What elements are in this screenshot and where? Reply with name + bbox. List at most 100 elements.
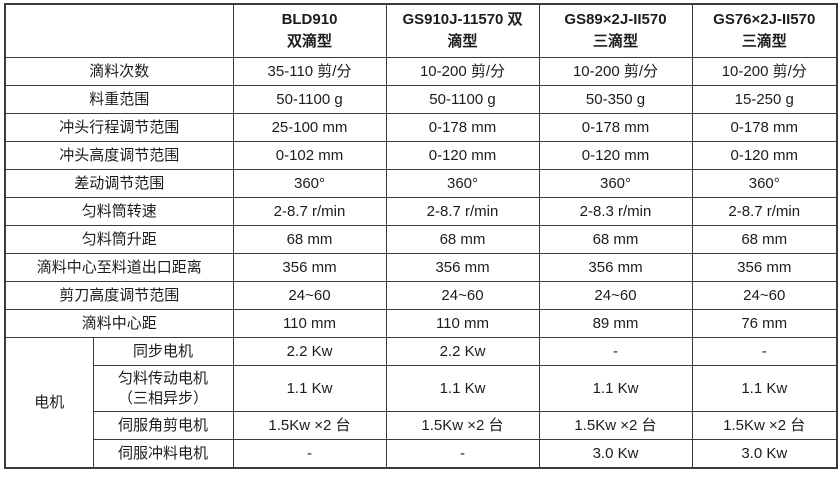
spec-cell: 68 mm: [385, 225, 540, 254]
model-name: BLD910: [281, 11, 338, 29]
spec-cell: 15-250 g: [691, 85, 838, 114]
row-label: 剪刀高度调节范围: [4, 281, 234, 310]
model-type: 双滴型: [286, 33, 332, 50]
spec-cell: 1.1 Kw: [538, 365, 693, 412]
spec-cell: 360°: [691, 169, 838, 198]
spec-cell: 1.5Kw ×2 台: [385, 411, 540, 440]
model-type: 三滴型: [741, 33, 787, 50]
spec-cell: 360°: [538, 169, 693, 198]
row-label: 滴料中心至料道出口距离: [4, 253, 234, 282]
row-label: 伺服冲料电机: [92, 439, 234, 468]
spec-cell: 2.2 Kw: [232, 337, 387, 366]
spec-cell: -: [538, 337, 693, 366]
machine-spec-table: BLD910 双滴型 GS910J-11570 双 滴型 GS89×2J-II5…: [4, 3, 838, 469]
spec-cell: 10-200 剪/分: [385, 57, 540, 86]
table-row-motor: 匀料传动电机 （三相异步） 1.1 Kw 1.1 Kw 1.1 Kw 1.1 K…: [5, 365, 838, 412]
spec-cell: -: [385, 439, 540, 468]
row-label: 伺服角剪电机: [92, 411, 234, 440]
spec-cell: 0-120 mm: [691, 141, 838, 170]
spec-cell: 24~60: [232, 281, 387, 310]
table-row: 料重范围 50-1100 g 50-1100 g 50-350 g 15-250…: [4, 85, 838, 114]
spec-cell: -: [232, 439, 387, 468]
table-row: 剪刀高度调节范围 24~60 24~60 24~60 24~60: [4, 281, 838, 310]
spec-cell: 2-8.7 r/min: [232, 197, 387, 226]
spec-cell: 360°: [232, 169, 387, 198]
table-row-motor: 伺服冲料电机 - - 3.0 Kw 3.0 Kw: [5, 439, 838, 468]
table-row-motor: 伺服角剪电机 1.5Kw ×2 台 1.5Kw ×2 台 1.5Kw ×2 台 …: [5, 411, 838, 440]
spec-cell: 68 mm: [538, 225, 693, 254]
spec-cell: 2-8.3 r/min: [538, 197, 693, 226]
spec-cell: 10-200 剪/分: [538, 57, 693, 86]
row-label: 滴料中心距: [4, 309, 234, 338]
row-label: 冲头行程调节范围: [4, 113, 234, 142]
spec-cell: 68 mm: [232, 225, 387, 254]
spec-cell: -: [691, 337, 838, 366]
row-label-line1: 匀料传动电机: [117, 370, 208, 387]
motor-group-label: 电机: [4, 337, 94, 468]
table-row: 滴料中心至料道出口距离 356 mm 356 mm 356 mm 356 mm: [4, 253, 838, 282]
model-type: 三滴型: [592, 33, 638, 50]
spec-cell: 68 mm: [691, 225, 838, 254]
spec-cell: 35-110 剪/分: [232, 57, 387, 86]
table-row: 匀料筒升距 68 mm 68 mm 68 mm 68 mm: [4, 225, 838, 254]
spec-cell: 50-350 g: [538, 85, 693, 114]
spec-cell: 0-102 mm: [232, 141, 387, 170]
table-row: 滴料中心距 110 mm 110 mm 89 mm 76 mm: [4, 309, 838, 338]
model-name: GS910J-11570 双: [402, 11, 523, 29]
column-header-gs910j: GS910J-11570 双 滴型: [385, 3, 540, 58]
spec-cell: 356 mm: [385, 253, 540, 282]
spec-cell: 3.0 Kw: [691, 439, 838, 468]
spec-cell: 2-8.7 r/min: [691, 197, 838, 226]
row-label: 同步电机: [92, 337, 234, 366]
spec-cell: 1.5Kw ×2 台: [691, 411, 838, 440]
spec-cell: 24~60: [691, 281, 838, 310]
row-label: 差动调节范围: [4, 169, 234, 198]
spec-cell: 76 mm: [691, 309, 838, 338]
model-name: GS89×2J-II570: [564, 11, 667, 29]
table-row: 冲头高度调节范围 0-102 mm 0-120 mm 0-120 mm 0-12…: [4, 141, 838, 170]
spec-cell: 110 mm: [232, 309, 387, 338]
table-row-motor: 电机 同步电机 2.2 Kw 2.2 Kw - -: [4, 337, 838, 468]
column-header-bld910: BLD910 双滴型: [232, 3, 387, 58]
spec-cell: 50-1100 g: [385, 85, 540, 114]
header-row: BLD910 双滴型 GS910J-11570 双 滴型 GS89×2J-II5…: [4, 3, 838, 58]
spec-cell: 1.5Kw ×2 台: [538, 411, 693, 440]
spec-cell: 360°: [385, 169, 540, 198]
row-label: 匀料筒转速: [4, 197, 234, 226]
spec-cell: 0-120 mm: [385, 141, 540, 170]
table-row: 匀料筒转速 2-8.7 r/min 2-8.7 r/min 2-8.3 r/mi…: [4, 197, 838, 226]
spec-cell: 0-120 mm: [538, 141, 693, 170]
spec-table-container: BLD910 双滴型 GS910J-11570 双 滴型 GS89×2J-II5…: [4, 3, 838, 469]
spec-cell: 2-8.7 r/min: [385, 197, 540, 226]
row-label: 滴料次数: [4, 57, 234, 86]
spec-cell: 356 mm: [538, 253, 693, 282]
spec-cell: 356 mm: [232, 253, 387, 282]
corner-cell: [4, 3, 234, 58]
column-header-gs76: GS76×2J-II570 三滴型: [691, 3, 838, 58]
spec-cell: 25-100 mm: [232, 113, 387, 142]
spec-cell: 1.5Kw ×2 台: [232, 411, 387, 440]
row-label: 冲头高度调节范围: [4, 141, 234, 170]
spec-cell: 1.1 Kw: [385, 365, 540, 412]
row-label: 料重范围: [4, 85, 234, 114]
spec-cell: 10-200 剪/分: [691, 57, 838, 86]
spec-cell: 2.2 Kw: [385, 337, 540, 366]
model-name: GS76×2J-II570: [713, 11, 816, 29]
model-type: 滴型: [447, 33, 478, 50]
spec-cell: 0-178 mm: [691, 113, 838, 142]
spec-cell: 0-178 mm: [385, 113, 540, 142]
spec-cell: 24~60: [385, 281, 540, 310]
spec-cell: 89 mm: [538, 309, 693, 338]
spec-cell: 1.1 Kw: [691, 365, 838, 412]
table-row: 冲头行程调节范围 25-100 mm 0-178 mm 0-178 mm 0-1…: [4, 113, 838, 142]
spec-cell: 0-178 mm: [538, 113, 693, 142]
table-row: 差动调节范围 360° 360° 360° 360°: [4, 169, 838, 198]
spec-cell: 24~60: [538, 281, 693, 310]
row-label: 匀料筒升距: [4, 225, 234, 254]
column-header-gs89: GS89×2J-II570 三滴型: [538, 3, 693, 58]
spec-cell: 1.1 Kw: [232, 365, 387, 412]
spec-cell: 110 mm: [385, 309, 540, 338]
spec-cell: 356 mm: [691, 253, 838, 282]
spec-cell: 3.0 Kw: [538, 439, 693, 468]
row-label-line2: （三相异步）: [117, 389, 208, 407]
